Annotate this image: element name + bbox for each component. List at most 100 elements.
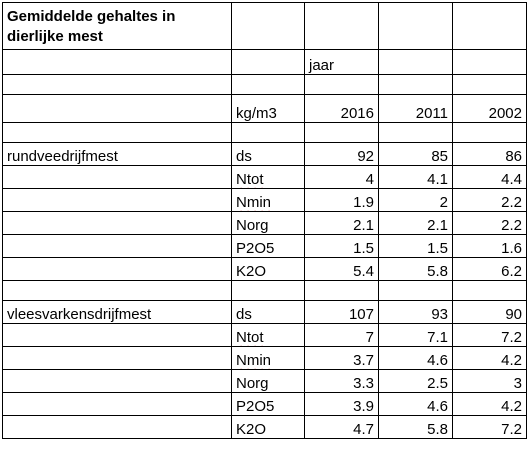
param-label: P2O5 — [236, 398, 275, 415]
value-cell[interactable]: 4.2 — [452, 392, 527, 416]
data-row: K2O 4.7 5.8 7.2 — [2, 415, 527, 439]
value-cell[interactable]: 4 — [304, 165, 379, 189]
value-cell[interactable]: 4.6 — [378, 346, 453, 370]
empty-cell[interactable] — [2, 323, 232, 347]
value-cell[interactable]: 5.8 — [378, 257, 453, 281]
empty-cell[interactable] — [452, 2, 527, 50]
value-cell[interactable]: 7.1 — [378, 323, 453, 347]
param-cell[interactable]: Norg — [231, 369, 305, 393]
empty-cell[interactable] — [2, 280, 232, 301]
value-cell[interactable]: 2 — [378, 188, 453, 212]
year-header-row: kg/m3 2016 2011 2002 — [2, 94, 527, 123]
empty-cell[interactable] — [231, 280, 305, 301]
param-cell[interactable]: ds — [231, 300, 305, 324]
value-cell[interactable]: 3.7 — [304, 346, 379, 370]
empty-cell[interactable] — [378, 122, 453, 143]
value-cell[interactable]: 1.5 — [378, 234, 453, 258]
empty-cell[interactable] — [2, 211, 232, 235]
data-row: Nmin 1.9 2 2.2 — [2, 188, 527, 212]
value-cell[interactable]: 90 — [452, 300, 527, 324]
empty-cell[interactable] — [378, 74, 453, 95]
value-cell[interactable]: 4.2 — [452, 346, 527, 370]
data-row: Ntot 4 4.1 4.4 — [2, 165, 527, 189]
param-cell[interactable]: K2O — [231, 415, 305, 439]
param-cell[interactable]: ds — [231, 142, 305, 166]
group-label[interactable]: vleesvarkensdrijfmest — [2, 300, 232, 324]
unit-label[interactable]: kg/m3 — [231, 94, 305, 123]
value-cell[interactable]: 7.2 — [452, 415, 527, 439]
param-cell[interactable]: P2O5 — [231, 392, 305, 416]
value-cell[interactable]: 2.2 — [452, 188, 527, 212]
empty-cell[interactable] — [2, 49, 232, 75]
empty-cell[interactable] — [2, 188, 232, 212]
empty-cell[interactable] — [452, 49, 527, 75]
empty-cell[interactable] — [2, 369, 232, 393]
param-cell[interactable]: K2O — [231, 257, 305, 281]
param-label: K2O — [236, 263, 267, 280]
empty-cell[interactable] — [378, 49, 453, 75]
value-cell[interactable]: 3 — [452, 369, 527, 393]
value-cell[interactable]: 1.5 — [304, 234, 379, 258]
value-cell[interactable]: 4.1 — [378, 165, 453, 189]
value-cell[interactable]: 7 — [304, 323, 379, 347]
value-cell[interactable]: 7.2 — [452, 323, 527, 347]
value-cell[interactable]: 5.4 — [304, 257, 379, 281]
empty-cell[interactable] — [378, 2, 453, 50]
param-cell[interactable]: Nmin — [231, 346, 305, 370]
empty-cell[interactable] — [231, 49, 305, 75]
empty-cell[interactable] — [2, 392, 232, 416]
empty-cell[interactable] — [2, 234, 232, 258]
year-header-2002[interactable]: 2002 — [452, 94, 527, 123]
value-cell[interactable]: 92 — [304, 142, 379, 166]
value-cell[interactable]: 6.2 — [452, 257, 527, 281]
group-label[interactable]: rundveedrijfmest — [2, 142, 232, 166]
spreadsheet-table: Gemiddelde gehaltes in dierlijke mest ja… — [2, 2, 527, 439]
data-row: Ntot 7 7.1 7.2 — [2, 323, 527, 347]
empty-cell[interactable] — [2, 346, 232, 370]
empty-cell[interactable] — [2, 94, 232, 123]
empty-cell[interactable] — [2, 122, 232, 143]
value-cell[interactable]: 86 — [452, 142, 527, 166]
table-title[interactable]: Gemiddelde gehaltes in dierlijke mest — [2, 2, 232, 50]
value-cell[interactable]: 4.6 — [378, 392, 453, 416]
empty-cell[interactable] — [231, 2, 305, 50]
data-row: K2O 5.4 5.8 6.2 — [2, 257, 527, 281]
empty-cell[interactable] — [304, 2, 379, 50]
empty-cell[interactable] — [231, 74, 305, 95]
empty-cell[interactable] — [378, 280, 453, 301]
value-cell[interactable]: 3.3 — [304, 369, 379, 393]
value-cell[interactable]: 1.6 — [452, 234, 527, 258]
value-cell[interactable]: 4.7 — [304, 415, 379, 439]
param-cell[interactable]: Ntot — [231, 165, 305, 189]
empty-cell[interactable] — [231, 122, 305, 143]
value-cell[interactable]: 107 — [304, 300, 379, 324]
empty-cell[interactable] — [2, 74, 232, 95]
param-cell[interactable]: Ntot — [231, 323, 305, 347]
empty-cell[interactable] — [2, 257, 232, 281]
param-cell[interactable]: P2O5 — [231, 234, 305, 258]
value-cell[interactable]: 93 — [378, 300, 453, 324]
empty-cell[interactable] — [2, 415, 232, 439]
value-cell[interactable]: 85 — [378, 142, 453, 166]
empty-cell[interactable] — [304, 122, 379, 143]
value-cell[interactable]: 2.1 — [378, 211, 453, 235]
value-cell[interactable]: 4.4 — [452, 165, 527, 189]
empty-cell[interactable] — [304, 74, 379, 95]
value-cell[interactable]: 5.8 — [378, 415, 453, 439]
year-header-2011[interactable]: 2011 — [378, 94, 453, 123]
empty-cell[interactable] — [2, 165, 232, 189]
empty-cell[interactable] — [304, 280, 379, 301]
empty-cell[interactable] — [452, 74, 527, 95]
value-cell[interactable]: 2.2 — [452, 211, 527, 235]
data-row: rundveedrijfmest ds 92 85 86 — [2, 142, 527, 166]
value-cell[interactable]: 3.9 — [304, 392, 379, 416]
param-cell[interactable]: Nmin — [231, 188, 305, 212]
value-cell[interactable]: 2.5 — [378, 369, 453, 393]
empty-cell[interactable] — [452, 122, 527, 143]
value-cell[interactable]: 2.1 — [304, 211, 379, 235]
param-cell[interactable]: Norg — [231, 211, 305, 235]
jaar-label[interactable]: jaar — [304, 49, 379, 75]
value-cell[interactable]: 1.9 — [304, 188, 379, 212]
empty-cell[interactable] — [452, 280, 527, 301]
year-header-2016[interactable]: 2016 — [304, 94, 379, 123]
